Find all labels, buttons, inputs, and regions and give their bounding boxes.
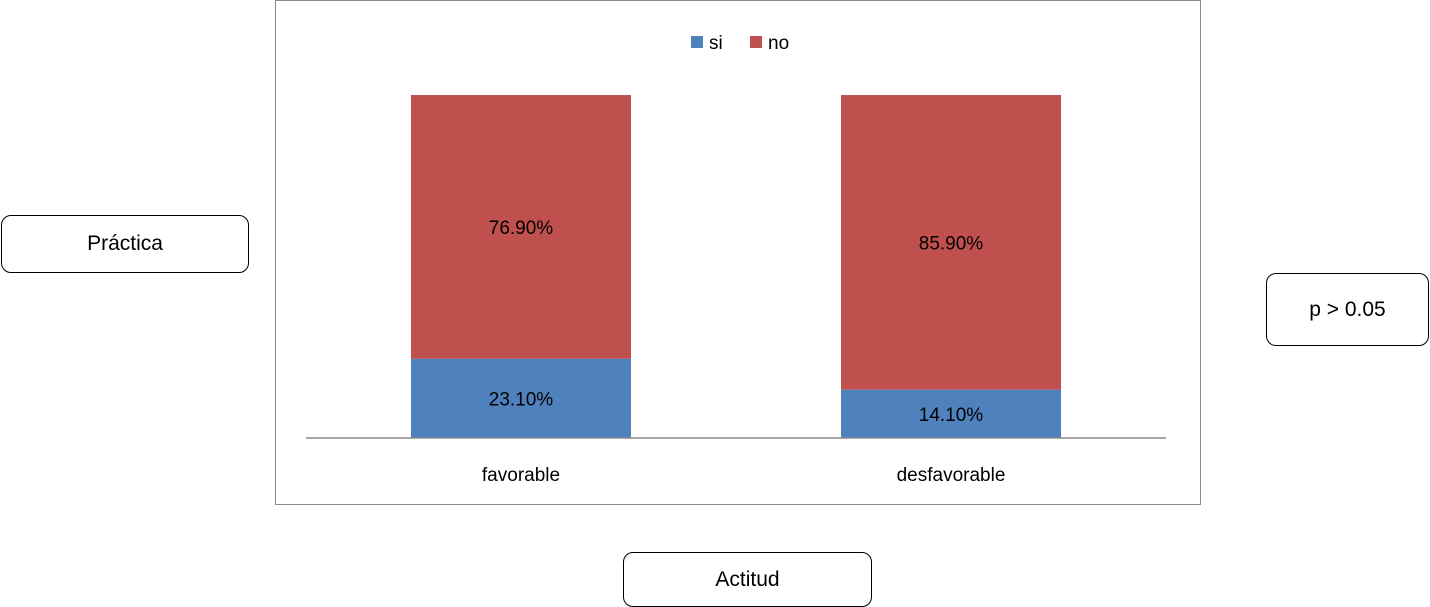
p-value-callout: p > 0.05: [1266, 273, 1429, 346]
chart-frame: 23.10% 76.90% favorable 14.10% 85.90% desfavo…: [275, 0, 1201, 505]
y-axis-callout-label: Práctica: [87, 232, 163, 255]
p-value-label: p > 0.05: [1309, 297, 1386, 321]
category-label-desfavorable: desfavorable: [897, 465, 1006, 486]
bar-si-favorable: [411, 358, 631, 438]
category-label-favorable: favorable: [482, 465, 560, 486]
y-axis-callout: Práctica: [1, 215, 249, 273]
data-label-no-desfavorable: 85.90%: [919, 233, 984, 254]
bar-si-desfavorable: [841, 389, 1061, 438]
data-label-no-favorable: 76.90%: [489, 218, 554, 239]
legend-label-si: si: [709, 33, 723, 54]
data-label-si-desfavorable: 14.10%: [919, 405, 984, 426]
x-axis-callout-label: Actitud: [715, 567, 780, 591]
legend-label-no: no: [768, 33, 789, 54]
x-axis-callout: Actitud: [623, 552, 872, 607]
legend-swatch-si: [691, 36, 703, 48]
bar-no-favorable: [411, 95, 631, 359]
legend-swatch-no: [750, 36, 762, 48]
bar-no-desfavorable: [841, 95, 1061, 390]
data-label-si-favorable: 23.10%: [489, 389, 554, 410]
stacked-bar-chart: 23.10% 76.90% favorable 14.10% 85.90% desfavo…: [306, 33, 1166, 486]
